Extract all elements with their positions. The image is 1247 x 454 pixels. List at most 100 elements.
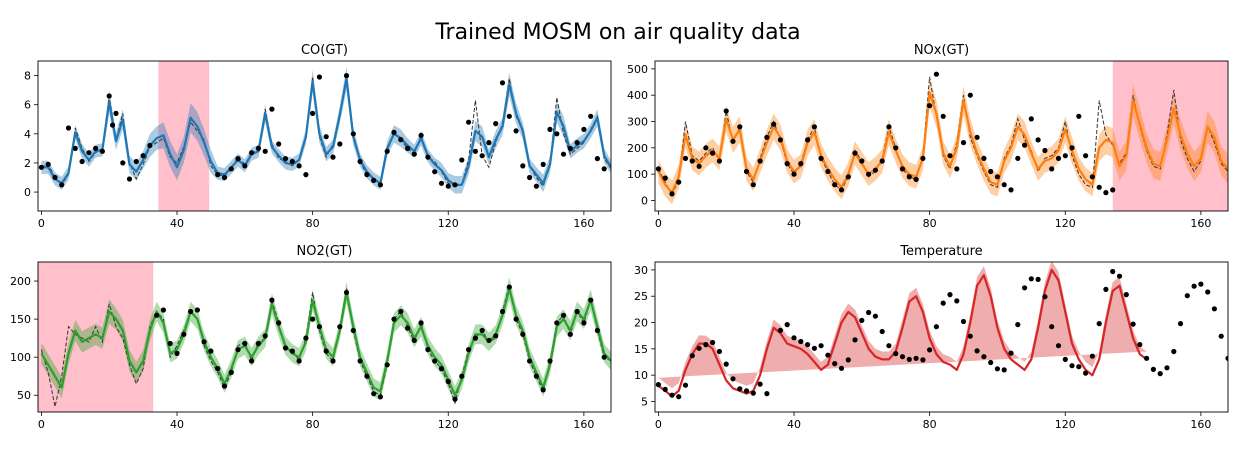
observation-point xyxy=(588,297,594,303)
observation-point xyxy=(567,145,573,151)
x-tick-label: 80 xyxy=(923,418,937,431)
observation-point xyxy=(432,358,438,364)
observation-point xyxy=(682,155,689,161)
observation-point xyxy=(784,161,790,167)
observation-point xyxy=(147,142,153,149)
observation-point xyxy=(554,131,560,137)
observation-point xyxy=(805,342,811,348)
observation-point xyxy=(1015,155,1021,161)
observation-point xyxy=(791,335,797,341)
observation-point xyxy=(296,358,302,364)
observation-point xyxy=(669,392,675,398)
observation-point xyxy=(967,333,973,339)
observation-point xyxy=(737,386,743,392)
x-tick-label: 0 xyxy=(655,418,662,431)
observation-point xyxy=(398,308,404,315)
observation-point xyxy=(65,125,72,131)
observation-point xyxy=(1089,174,1095,180)
observation-point xyxy=(737,124,743,130)
observation-point xyxy=(133,158,139,165)
y-tick-label: 500 xyxy=(627,63,648,76)
observation-point xyxy=(459,373,465,379)
y-tick-label: 30 xyxy=(634,264,648,277)
observation-point xyxy=(655,166,662,172)
observation-point xyxy=(445,183,451,189)
observation-point xyxy=(825,168,831,175)
observation-point xyxy=(1096,321,1102,327)
observation-point xyxy=(1225,355,1228,361)
observation-point xyxy=(506,284,512,290)
observation-point xyxy=(438,180,445,186)
observation-point xyxy=(52,174,58,181)
observation-point xyxy=(228,369,234,375)
prediction-line xyxy=(657,91,1228,194)
observation-point xyxy=(235,156,241,162)
observation-point xyxy=(350,131,356,137)
y-tick-label: 10 xyxy=(634,369,648,382)
observation-point xyxy=(228,166,234,172)
observation-point xyxy=(886,343,892,349)
observation-point xyxy=(594,156,601,162)
y-tick-label: 200 xyxy=(10,275,31,288)
y-tick-label: 0 xyxy=(641,194,648,207)
observation-point xyxy=(940,300,946,306)
y-tick-label: 50 xyxy=(17,389,31,402)
observation-point xyxy=(181,331,187,337)
observation-point xyxy=(723,361,729,367)
observation-point xyxy=(899,166,906,172)
observation-point xyxy=(1164,365,1170,371)
observation-point xyxy=(1028,276,1034,282)
observation-point xyxy=(730,138,736,144)
observation-point xyxy=(947,292,953,298)
observation-point xyxy=(398,137,404,143)
observation-point xyxy=(866,309,872,316)
observation-point xyxy=(527,174,533,181)
y-tick-label: 300 xyxy=(627,116,648,129)
subplot-title: Temperature xyxy=(899,244,982,259)
x-tick-label: 0 xyxy=(655,217,662,230)
y-tick-label: 2 xyxy=(24,157,31,170)
observation-point xyxy=(113,110,119,116)
observation-point xyxy=(696,163,702,169)
observation-point xyxy=(689,158,695,164)
subplot-3: NO2(GT) 0 40 80 120 160 50 100 150 200 xyxy=(10,244,612,431)
observation-point xyxy=(1035,137,1041,143)
observation-point xyxy=(540,161,546,167)
observation-point xyxy=(1177,321,1184,327)
observation-point xyxy=(493,121,499,127)
observation-point xyxy=(554,320,560,326)
observation-point xyxy=(154,312,160,318)
observation-point xyxy=(743,388,750,394)
x-tick-label: 160 xyxy=(1190,418,1211,431)
observation-point xyxy=(79,158,85,165)
observation-point xyxy=(432,169,438,175)
observation-point xyxy=(859,158,865,164)
observation-point xyxy=(513,128,519,134)
observation-point xyxy=(310,316,316,322)
x-tick-label: 120 xyxy=(1055,418,1076,431)
observation-point xyxy=(771,121,777,127)
observation-point xyxy=(662,175,668,181)
observation-point xyxy=(160,307,166,313)
observation-point xyxy=(384,362,390,368)
observation-point xyxy=(1157,371,1163,377)
observation-point xyxy=(242,163,248,169)
subplot-1: CO(GT) 0 40 80 120 160 0 2 4 6 8 xyxy=(24,43,612,230)
observation-point xyxy=(99,148,105,154)
observation-point xyxy=(110,122,116,128)
x-tick-label: 120 xyxy=(438,418,459,431)
observation-point xyxy=(405,325,411,331)
observation-point xyxy=(594,327,601,334)
observation-point xyxy=(377,182,383,188)
observation-point xyxy=(1130,321,1136,327)
x-tick-label: 160 xyxy=(1190,217,1211,230)
observation-point xyxy=(371,177,377,183)
observation-point xyxy=(1042,147,1048,154)
observation-point xyxy=(59,182,65,188)
observation-point xyxy=(1110,268,1116,275)
observation-point xyxy=(486,337,492,343)
observation-point xyxy=(330,154,336,160)
uncertainty-band xyxy=(658,78,1228,205)
observation-point xyxy=(1198,281,1204,287)
observation-point xyxy=(682,382,689,388)
